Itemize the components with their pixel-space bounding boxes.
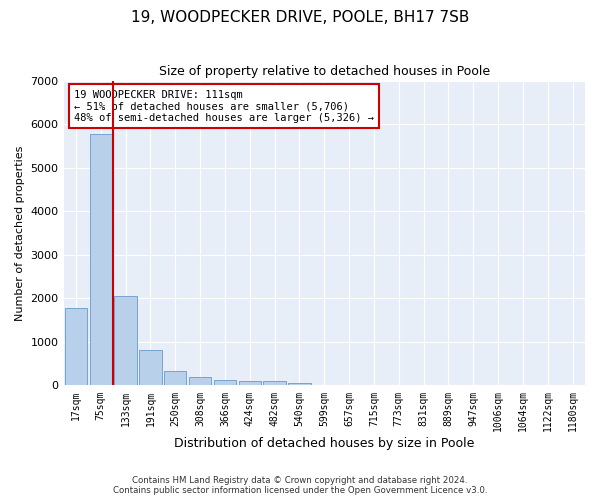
Y-axis label: Number of detached properties: Number of detached properties [15, 146, 25, 320]
Text: 19, WOODPECKER DRIVE, POOLE, BH17 7SB: 19, WOODPECKER DRIVE, POOLE, BH17 7SB [131, 10, 469, 25]
Title: Size of property relative to detached houses in Poole: Size of property relative to detached ho… [159, 65, 490, 78]
Bar [239, 381, 261, 386]
Bar [139, 350, 161, 386]
Bar [164, 370, 187, 386]
Bar [288, 383, 311, 386]
Text: Contains HM Land Registry data © Crown copyright and database right 2024.
Contai: Contains HM Land Registry data © Crown c… [113, 476, 487, 495]
Bar [214, 380, 236, 386]
Text: 19 WOODPECKER DRIVE: 111sqm
← 51% of detached houses are smaller (5,706)
48% of : 19 WOODPECKER DRIVE: 111sqm ← 51% of det… [74, 90, 374, 123]
X-axis label: Distribution of detached houses by size in Poole: Distribution of detached houses by size … [174, 437, 475, 450]
Bar [89, 134, 112, 386]
Bar [263, 382, 286, 386]
Bar [189, 378, 211, 386]
Bar [115, 296, 137, 386]
Bar [65, 308, 87, 386]
